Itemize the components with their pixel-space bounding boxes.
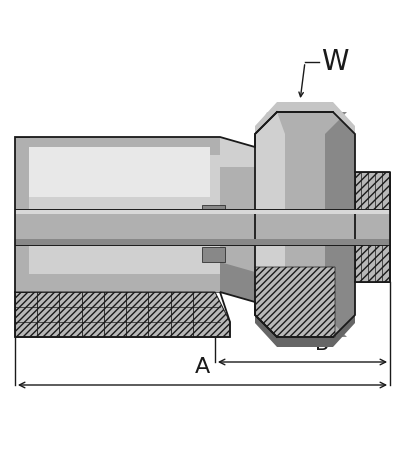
- Polygon shape: [220, 137, 255, 167]
- Polygon shape: [202, 205, 225, 222]
- Polygon shape: [355, 172, 390, 282]
- Polygon shape: [255, 112, 307, 337]
- Polygon shape: [220, 262, 255, 302]
- Text: W: W: [321, 48, 349, 76]
- Polygon shape: [355, 172, 390, 282]
- Polygon shape: [15, 274, 220, 292]
- Polygon shape: [15, 137, 220, 155]
- Polygon shape: [202, 247, 225, 262]
- Polygon shape: [220, 137, 255, 302]
- Polygon shape: [20, 147, 210, 197]
- Polygon shape: [325, 112, 355, 337]
- Polygon shape: [15, 209, 390, 245]
- Circle shape: [336, 225, 350, 239]
- Polygon shape: [255, 102, 355, 134]
- Polygon shape: [15, 239, 390, 245]
- Polygon shape: [15, 292, 230, 337]
- Polygon shape: [255, 267, 335, 337]
- Polygon shape: [15, 209, 390, 214]
- Polygon shape: [255, 112, 355, 337]
- Polygon shape: [255, 315, 355, 347]
- Polygon shape: [15, 137, 220, 292]
- Text: A: A: [195, 357, 210, 377]
- Text: B: B: [316, 334, 330, 354]
- Polygon shape: [15, 142, 29, 287]
